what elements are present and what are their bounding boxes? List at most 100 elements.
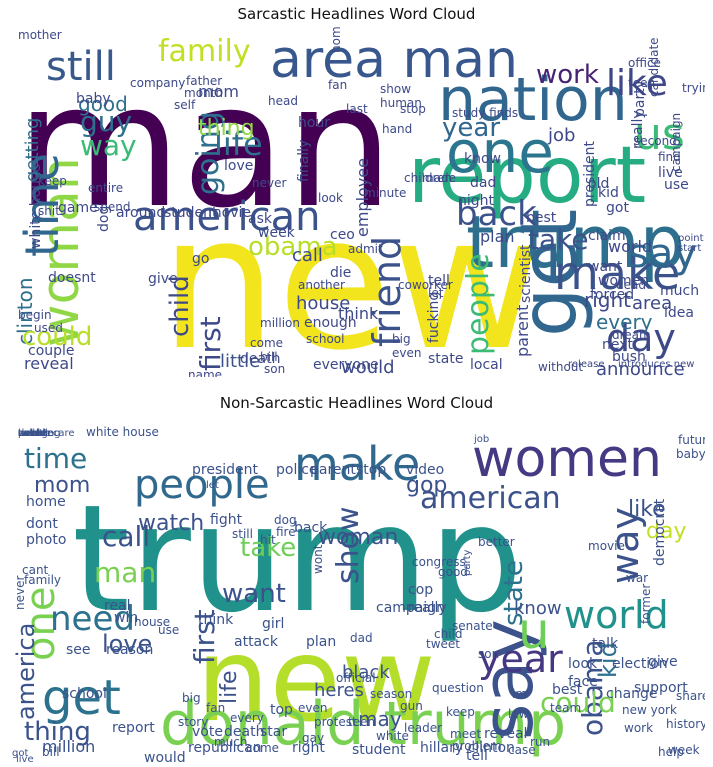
word-way: way — [603, 507, 647, 584]
word-win: win — [114, 610, 138, 626]
word-teen: teen — [628, 76, 655, 90]
word-call: call — [102, 520, 150, 553]
word-every: every — [596, 310, 653, 334]
word-school: school — [306, 332, 344, 346]
word-power: power — [18, 428, 50, 439]
word-guy: guy — [80, 105, 132, 138]
word-protest: protest — [314, 715, 357, 729]
word-one: one — [446, 118, 554, 186]
word-parent: parent — [513, 305, 532, 357]
word-people: people — [134, 462, 270, 508]
word-team: team — [550, 701, 581, 715]
word-know: know — [514, 598, 562, 619]
word-office: office — [628, 56, 661, 70]
word-student: student — [352, 742, 406, 758]
word-even: even — [298, 701, 327, 715]
word-top: top — [270, 702, 293, 718]
word-name: name — [188, 368, 222, 377]
word-enough: enough — [304, 315, 357, 331]
word-die: die — [330, 265, 351, 281]
word-us: us — [634, 109, 685, 160]
word-go: go — [192, 251, 209, 267]
word-next: next — [602, 337, 634, 353]
word-share: share — [676, 689, 705, 703]
word-obama: obama — [576, 640, 609, 737]
word-u: u — [518, 602, 550, 660]
word-school: school — [62, 686, 107, 702]
word-get: get — [42, 670, 121, 726]
word-candidate: candidate — [647, 37, 661, 97]
word-ceo: ceo — [330, 227, 355, 243]
word-people: people — [461, 253, 496, 355]
word-never: never — [252, 176, 286, 190]
word-white-house: white house — [86, 425, 159, 439]
word-get: get — [505, 209, 595, 337]
word-america: america — [12, 623, 40, 720]
chart-title: Non-Sarcastic Headlines Word Cloud — [219, 394, 494, 412]
word-hillary-clinton: hillary clinton — [420, 740, 515, 756]
word-know: know — [464, 151, 501, 167]
word-year: year — [442, 113, 500, 143]
word-bush: bush — [612, 349, 646, 365]
word-idea: idea — [664, 305, 694, 321]
word-vote: vote — [192, 724, 223, 740]
word-best: best — [552, 682, 583, 698]
word-stop: stop — [356, 462, 386, 478]
word-heres: heres — [314, 680, 364, 701]
word-last: last — [346, 102, 368, 116]
word-scientist: scientist — [518, 244, 534, 303]
word-dead: dead — [616, 278, 646, 292]
word-another: another — [298, 278, 345, 292]
word-like: like — [606, 63, 668, 104]
word-week: week — [668, 743, 700, 757]
word-teen: teen — [348, 715, 375, 729]
word-work: work — [624, 721, 653, 735]
word-say: say — [467, 619, 549, 740]
word-meet: meet — [450, 727, 481, 741]
word-year: year — [478, 637, 563, 681]
word-best: best — [526, 210, 557, 226]
word-party: party — [462, 549, 473, 576]
word-secret: secret — [18, 428, 49, 439]
word-minute: minute — [364, 186, 406, 200]
word-way: way — [80, 129, 137, 162]
word-party: party — [632, 80, 648, 117]
word-used: used — [34, 321, 63, 335]
word-forced: forced — [590, 287, 634, 303]
word-movie: movie — [208, 205, 251, 221]
word-one: one — [18, 587, 64, 661]
word-mom: mom — [198, 82, 239, 101]
word-good: good — [438, 565, 468, 579]
word-love: love — [224, 158, 253, 174]
word-first: first — [194, 316, 227, 371]
word-work: work — [536, 60, 599, 90]
word-really: really — [630, 110, 646, 149]
word-child: child — [434, 627, 463, 641]
word-right: right — [292, 740, 325, 756]
word-mother: mother — [18, 28, 62, 42]
word-entire: entire — [88, 181, 123, 195]
word-report: report — [408, 131, 646, 221]
word-make: make — [294, 437, 420, 491]
word-leader: leader — [404, 721, 442, 735]
word-spend: spend — [94, 200, 130, 214]
word-baby: baby — [76, 91, 111, 107]
word-baby: baby — [676, 447, 705, 461]
word-law: law — [508, 707, 529, 721]
word-think: think — [338, 304, 379, 323]
sarcastic-wordcloud: man new report nation area man trump woman time… — [8, 27, 705, 377]
word-love: love — [102, 630, 152, 658]
word-much: much — [214, 735, 248, 749]
word-ask: ask — [248, 211, 273, 227]
word-keep: keep — [446, 705, 475, 719]
word-area: area — [632, 293, 672, 314]
word-let: let — [428, 286, 444, 300]
word-come: come — [246, 741, 279, 755]
word-need: need — [50, 599, 135, 639]
word-new: new — [196, 613, 436, 748]
word-thing: thing — [198, 116, 255, 141]
word-women: women — [472, 429, 662, 489]
word-see: see — [66, 642, 91, 658]
word-could: could — [22, 322, 92, 352]
word-never: never — [13, 576, 27, 610]
